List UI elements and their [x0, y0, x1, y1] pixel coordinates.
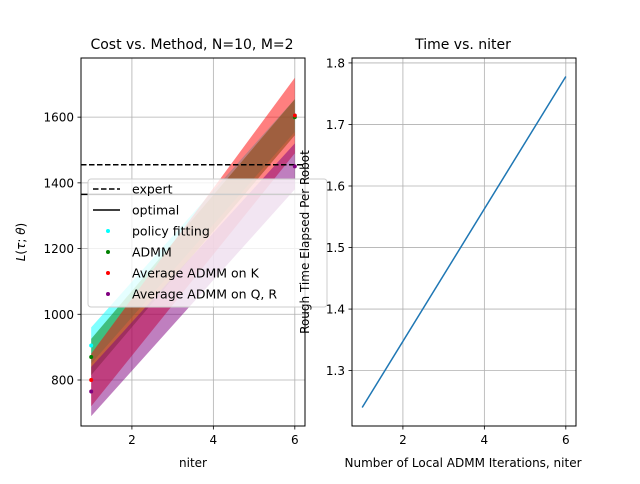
time-series-line: [361, 76, 567, 408]
average-admm-on-q-r-point: [89, 389, 94, 394]
time-y-tick-label: 1.4: [326, 303, 345, 317]
time-y-tick-label: 1.6: [326, 180, 345, 194]
legend-average-admm-on-q-r-swatch: [106, 292, 110, 296]
legend-optimal-label: optimal: [132, 203, 179, 218]
legend-average-admm-on-k-label: Average ADMM on K: [132, 266, 260, 281]
cost-y-tick-label: 800: [51, 374, 74, 388]
time-y-tick-label: 1.8: [326, 56, 345, 70]
time-x-tick-label: 2: [399, 433, 407, 447]
time-y-tick-label: 1.7: [326, 118, 345, 132]
cost-x-tick-label: 4: [210, 433, 218, 447]
legend-box: [87, 178, 328, 308]
average-admm-on-k-point: [89, 378, 94, 382]
average-admm-on-k-point: [292, 113, 297, 118]
time-grid: [352, 58, 576, 426]
cost-y-tick-label: 1600: [43, 111, 74, 125]
cost-x-tick-label: 2: [128, 433, 136, 447]
time-lines: [361, 76, 567, 408]
cost-y-tick-label: 1000: [43, 308, 74, 322]
average-admm-on-q-r-point: [292, 164, 297, 169]
time-panel: Time vs. niter 2 4 6 1.3 1.4 1.5 1.6 1.7 1.8 Num…: [298, 37, 582, 470]
time-y-tick-label: 1.5: [326, 241, 345, 255]
legend-average-admm-on-q-r-label: Average ADMM on Q, R: [132, 287, 277, 302]
cost-points: [89, 113, 297, 394]
time-chart-title: Time vs. niter: [414, 37, 511, 53]
legend-policy-fitting-label: policy fitting: [132, 224, 210, 239]
cost-y-tick-label: 1400: [43, 176, 74, 190]
legend-admm-label: ADMM: [132, 245, 172, 260]
time-y-tick-label: 1.3: [326, 364, 345, 378]
cost-legend: expert optimal policy fitting ADMM Average A…: [87, 178, 328, 308]
cost-ticks: 2 4 6 800 1000 1200 1400 1600: [43, 111, 298, 447]
time-ticks: 2 4 6 1.3 1.4 1.5 1.6 1.7 1.8: [326, 56, 570, 447]
cost-x-tick-label: 6: [291, 433, 299, 447]
legend-expert-label: expert: [132, 182, 173, 197]
time-x-tick-label: 6: [562, 433, 570, 447]
legend-policy-fitting-swatch: [106, 229, 110, 233]
legend-admm-swatch: [106, 250, 110, 254]
cost-panel: Cost vs. Method, N=10, M=2 2 4 6 800 1000 120…: [14, 37, 328, 470]
time-y-axis-label: Rough Time Elapsed Per Robot: [298, 150, 312, 334]
cost-y-axis-label: L(τ; θ): [14, 223, 28, 262]
time-axes-frame: [351, 57, 577, 427]
admm-point: [89, 355, 94, 359]
time-x-axis-label: Number of Local ADMM Iterations, niter: [344, 456, 581, 470]
cost-y-tick-label: 1200: [43, 242, 74, 256]
cost-chart-title: Cost vs. Method, N=10, M=2: [90, 37, 293, 53]
policy-fitting-point: [89, 343, 94, 348]
cost-x-axis-label: niter: [179, 456, 207, 470]
legend-average-admm-on-k-swatch: [106, 271, 110, 275]
time-x-tick-label: 4: [481, 433, 489, 447]
